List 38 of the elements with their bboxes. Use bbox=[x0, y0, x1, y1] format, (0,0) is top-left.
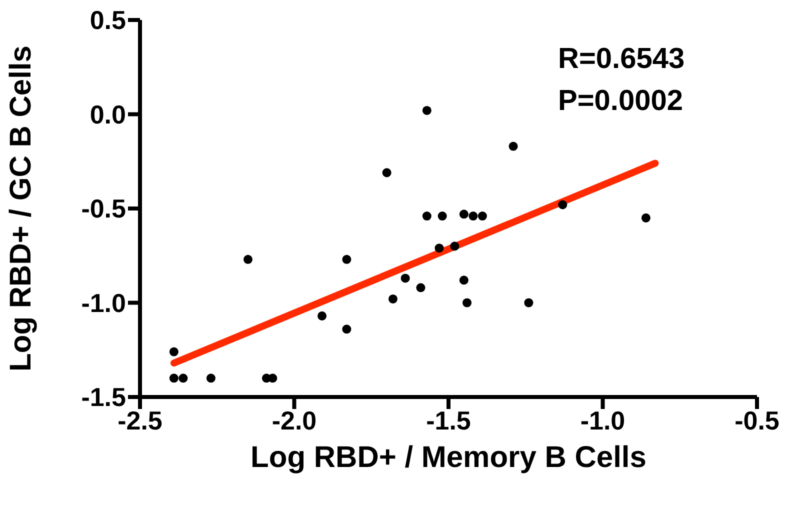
point bbox=[558, 200, 568, 210]
y-tick-label: -0.5 bbox=[81, 194, 126, 224]
point bbox=[438, 212, 447, 221]
point bbox=[400, 274, 410, 283]
point bbox=[459, 276, 468, 285]
point bbox=[169, 374, 178, 383]
x-tick-label: -1.5 bbox=[426, 405, 471, 436]
annotation: R=0.6543 bbox=[558, 42, 685, 77]
point bbox=[342, 254, 352, 264]
point bbox=[450, 242, 460, 251]
y-tick-label: 0.5 bbox=[90, 5, 126, 36]
point bbox=[434, 244, 444, 253]
point bbox=[178, 374, 188, 383]
point bbox=[641, 213, 650, 222]
point bbox=[462, 298, 472, 308]
y-axis-title: Log RBD+ / GC B Cells bbox=[4, 46, 38, 372]
point bbox=[206, 374, 216, 383]
point bbox=[342, 324, 352, 334]
point bbox=[524, 298, 534, 308]
point bbox=[169, 347, 178, 356]
x-tick-label: -0.5 bbox=[734, 405, 780, 436]
annotation: P=0.0002 bbox=[558, 84, 684, 119]
point bbox=[422, 106, 432, 115]
y-tick-label: -1.0 bbox=[81, 288, 126, 318]
point bbox=[416, 283, 426, 292]
point bbox=[459, 210, 468, 219]
y-tick-label: 0.0 bbox=[90, 99, 126, 130]
point bbox=[478, 212, 487, 221]
x-axis-title: Log RBD+ / Memory B Cells bbox=[250, 441, 646, 474]
point bbox=[318, 311, 327, 320]
x-tick-label: -1.0 bbox=[580, 405, 626, 436]
point bbox=[388, 294, 398, 304]
point bbox=[382, 168, 392, 178]
point bbox=[243, 254, 252, 264]
point bbox=[422, 212, 432, 221]
x-tick-label: -2.0 bbox=[272, 405, 317, 436]
point bbox=[468, 212, 478, 221]
point bbox=[508, 142, 518, 151]
